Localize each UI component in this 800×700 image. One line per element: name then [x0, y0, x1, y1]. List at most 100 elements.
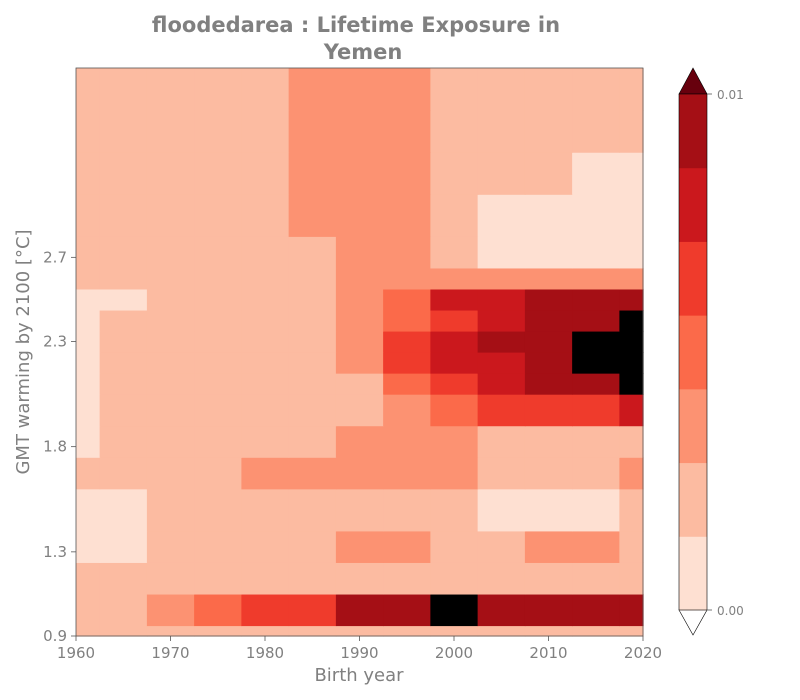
heatmap-cell: [619, 236, 644, 269]
heatmap-cell: [76, 394, 101, 427]
heatmap-cell: [477, 488, 526, 532]
heatmap-cell: [383, 330, 431, 353]
heatmap-cell: [572, 309, 620, 332]
heatmap-cell: [524, 488, 573, 532]
heatmap-cell: [194, 288, 242, 311]
heatmap-cell: [194, 194, 242, 237]
colorbar-segment: [679, 462, 707, 537]
heatmap-cell: [76, 110, 101, 153]
heatmap-cell: [524, 194, 573, 237]
heatmap-cell: [335, 530, 384, 563]
heatmap-cell: [194, 110, 242, 153]
heatmap-cell: [619, 394, 644, 427]
heatmap-cell: [524, 288, 573, 311]
heatmap-cell: [619, 530, 644, 563]
heatmap-cell: [524, 352, 573, 374]
colorbar-segment: [679, 315, 707, 390]
heatmap-cell: [383, 352, 431, 374]
heatmap-cell: [383, 194, 431, 237]
heatmap-cell: [288, 152, 337, 195]
heatmap-cell: [572, 110, 620, 153]
heatmap-cell: [619, 309, 644, 332]
heatmap-cell: [76, 267, 101, 290]
heatmap-cell: [335, 593, 384, 627]
heatmap-cell: [383, 68, 431, 111]
heatmap-cell: [146, 236, 195, 269]
x-axis-ticks: 1960 1970 1980 1990 2000 2010 2020: [57, 636, 662, 662]
y-axis-ticks: 0.9 1.3 1.8 2.3 2.7: [43, 248, 76, 645]
heatmap-cell: [430, 152, 479, 195]
heatmap-cell: [288, 394, 337, 427]
heatmap-cell: [572, 236, 620, 269]
heatmap-cell: [76, 236, 101, 269]
heatmap-cell: [335, 309, 384, 332]
colorbar: [678, 67, 712, 636]
heatmap-cell: [76, 309, 101, 332]
heatmap-cell: [477, 530, 526, 563]
heatmap-cell: [524, 267, 573, 290]
heatmap-cell: [335, 236, 384, 269]
heatmap-cell: [383, 425, 431, 458]
heatmap-cell: [194, 68, 242, 111]
heatmap-cell: [430, 352, 479, 374]
heatmap-cell: [572, 68, 620, 111]
heatmap-cell: [524, 152, 573, 195]
heatmap-cell: [241, 267, 290, 290]
heatmap-cell: [241, 309, 290, 332]
heatmap-cell: [524, 330, 573, 353]
x-tick-label: 2010: [529, 644, 567, 662]
heatmap-cell: [430, 394, 479, 427]
heatmap-cell: [572, 288, 620, 311]
heatmap-cell: [241, 593, 290, 627]
heatmap-cell: [194, 425, 242, 458]
heatmap-cell: [477, 68, 526, 111]
heatmap-cell: [76, 194, 101, 237]
heatmap-cell: [146, 425, 195, 458]
heatmap-cell: [76, 352, 101, 374]
heatmap-cell: [430, 194, 479, 237]
heatmap-cell: [430, 267, 479, 290]
heatmap-cell: [619, 457, 644, 490]
heatmap-cell: [76, 530, 101, 563]
heatmap-cell: [477, 562, 526, 595]
heatmap-cell: [99, 236, 148, 269]
heatmap-cell: [430, 425, 479, 458]
heatmap-cell: [430, 68, 479, 111]
heatmap-cell: [99, 330, 148, 353]
heatmap-cell: [477, 110, 526, 153]
heatmap-cell: [241, 394, 290, 427]
heatmap-cell: [335, 625, 384, 637]
heatmap-cell: [194, 394, 242, 427]
heatmap-cell: [194, 309, 242, 332]
heatmap-cell: [383, 152, 431, 195]
heatmap-cell: [146, 373, 195, 395]
heatmap-cell: [477, 394, 526, 427]
heatmap-cell: [430, 457, 479, 490]
heatmap-cell: [572, 457, 620, 490]
heatmap-cell: [619, 288, 644, 311]
heatmap-cell: [383, 530, 431, 563]
heatmap-cell: [194, 152, 242, 195]
heatmap-cell: [146, 394, 195, 427]
heatmap-cell: [619, 330, 644, 353]
colorbar-frame: [678, 93, 708, 611]
y-tick-label: 0.9: [43, 627, 67, 645]
heatmap-cell: [99, 373, 148, 395]
heatmap-cell: [288, 267, 337, 290]
heatmap-cell: [383, 488, 431, 532]
heatmap-cell: [572, 625, 620, 637]
heatmap-cell: [572, 152, 620, 195]
heatmap-cell: [430, 593, 479, 627]
heatmap-cell: [335, 562, 384, 595]
heatmap-cell: [524, 309, 573, 332]
x-tick-label: 1990: [340, 644, 378, 662]
heatmap-cell: [288, 593, 337, 627]
heatmap-cell: [288, 488, 337, 532]
heatmap-cell: [288, 68, 337, 111]
heatmap-cell: [572, 394, 620, 427]
heatmap-cell: [619, 267, 644, 290]
heatmap-cell: [619, 110, 644, 153]
heatmap-cell: [146, 267, 195, 290]
heatmap-cell: [194, 330, 242, 353]
heatmap-cell: [194, 488, 242, 532]
